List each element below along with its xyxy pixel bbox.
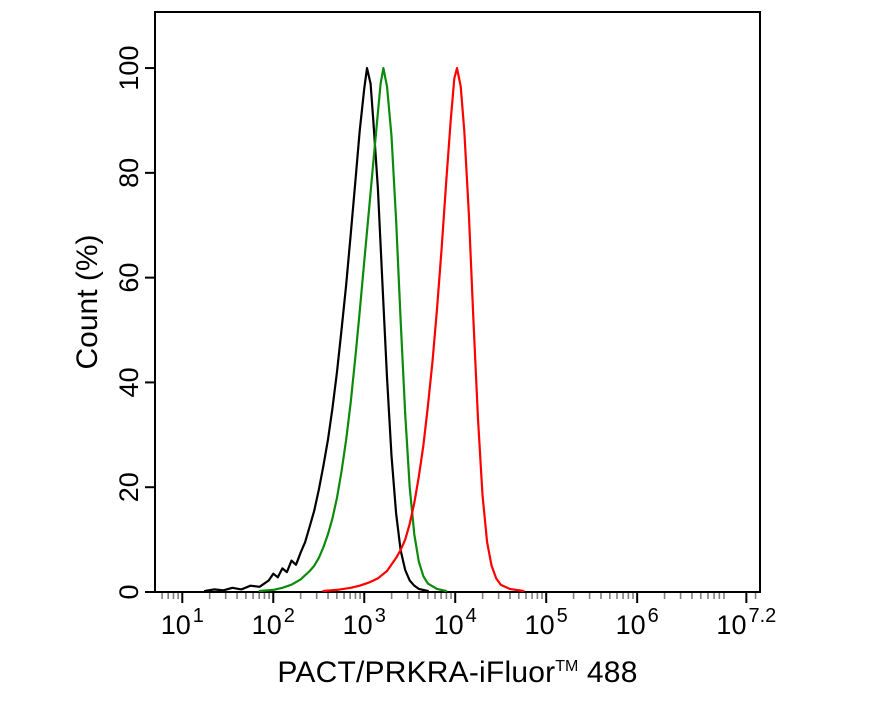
y-tick-label: 60 (114, 263, 144, 293)
x-tick-label: 10 3 (343, 605, 386, 640)
x-tick-label: 10 1 (161, 605, 204, 640)
y-tick-label: 100 (114, 46, 144, 91)
x-axis-title: PACT/PRKRA-iFluorTM 488 (155, 656, 760, 690)
x-axis-title-suffix: 488 (578, 656, 638, 689)
x-tick-label: 10 2 (252, 605, 295, 640)
x-tick-label: 10 6 (616, 605, 659, 640)
x-tick-label: 10 5 (525, 605, 568, 640)
curve-black (203, 66, 429, 593)
curve-green (258, 66, 448, 593)
trademark-superscript: TM (555, 658, 579, 675)
y-tick-label: 0 (114, 584, 144, 599)
y-tick-label: 20 (114, 472, 144, 502)
x-tick-label: 10 4 (434, 605, 477, 640)
x-tick-label: 10 7.2 (716, 605, 776, 640)
curve-red (322, 66, 525, 593)
y-tick-label: 80 (114, 158, 144, 188)
y-tick-label: 40 (114, 367, 144, 397)
y-axis-title: Count (%) (71, 234, 104, 370)
x-axis-title-text: PACT/PRKRA-iFluor (277, 656, 556, 689)
plot-frame (154, 11, 761, 593)
